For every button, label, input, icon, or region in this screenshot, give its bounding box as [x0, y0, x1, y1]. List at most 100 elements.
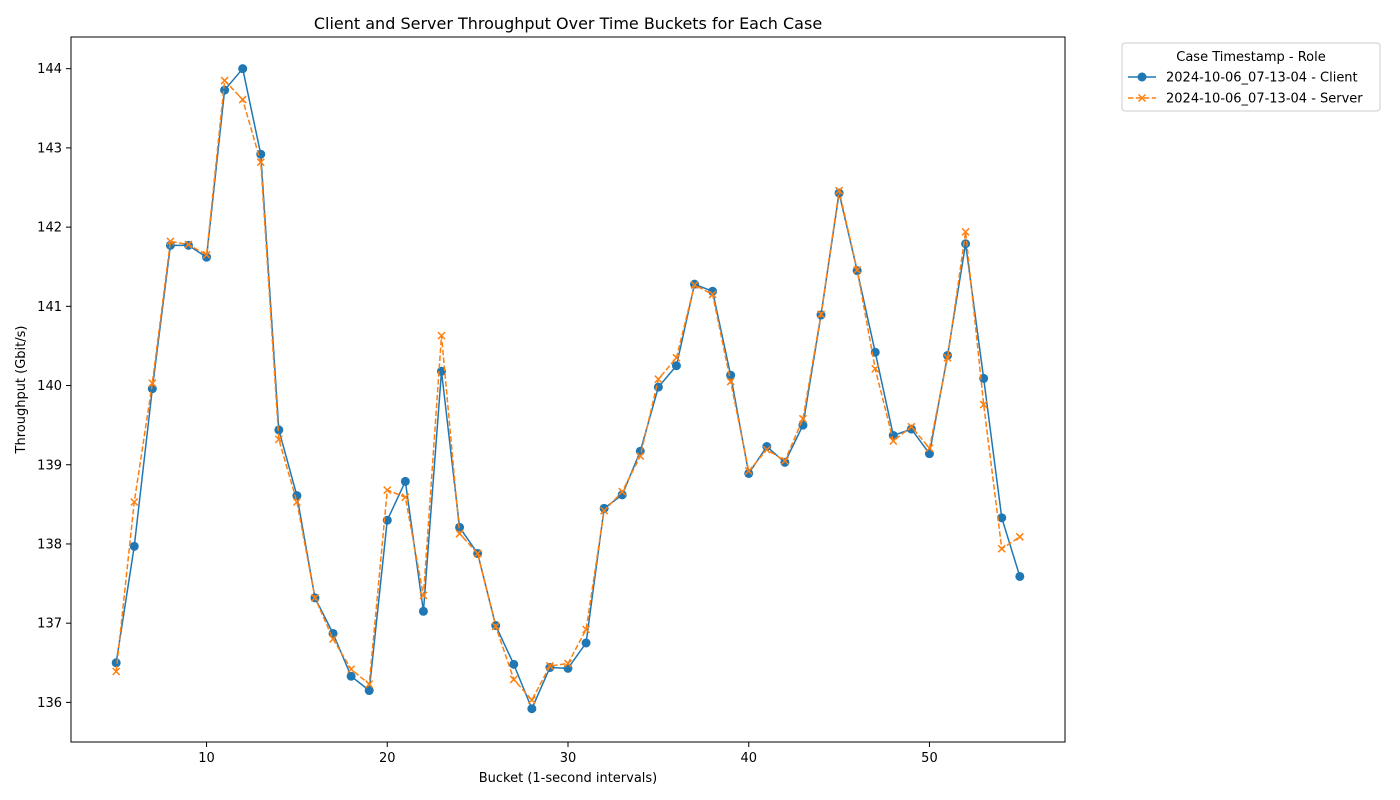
data-point	[581, 638, 591, 648]
data-point	[166, 237, 175, 246]
data-point	[853, 265, 862, 274]
data-point	[961, 227, 970, 236]
data-point	[545, 661, 554, 670]
data-point	[220, 76, 229, 85]
chart-title: Client and Server Throughput Over Time B…	[314, 14, 822, 33]
data-point	[220, 85, 230, 95]
data-point	[636, 452, 645, 461]
data-point	[112, 667, 121, 676]
y-tick-label: 143	[37, 141, 62, 156]
data-point	[383, 486, 392, 495]
data-point	[419, 591, 428, 600]
x-tick-label: 10	[198, 751, 215, 766]
y-tick-label: 136	[37, 696, 62, 711]
data-point	[708, 290, 717, 299]
data-point	[816, 310, 826, 319]
data-point	[726, 377, 735, 386]
data-point	[184, 240, 193, 249]
data-point	[671, 361, 681, 371]
series-x	[112, 76, 1024, 705]
x-axis: 10 20 30 40 50	[198, 742, 938, 766]
data-point	[618, 487, 627, 496]
legend-title: Case Timestamp - Role	[1176, 50, 1325, 65]
data-point	[979, 400, 988, 409]
data-point	[202, 250, 211, 259]
data-point	[780, 457, 790, 467]
data-point	[635, 446, 645, 456]
legend-swatch-marker	[1137, 93, 1147, 103]
data-point	[473, 549, 482, 558]
data-point	[401, 493, 410, 502]
legend-frame	[1121, 42, 1381, 112]
data-point	[238, 64, 248, 74]
y-tick-label: 144	[37, 62, 62, 77]
y-tick-label: 141	[37, 300, 62, 315]
y-tick-label: 140	[37, 379, 62, 394]
data-point	[527, 695, 536, 705]
x-tick-label: 30	[560, 751, 577, 766]
data-point	[961, 239, 971, 249]
data-point	[292, 497, 301, 507]
x-tick-label: 20	[379, 751, 396, 766]
data-point	[906, 424, 916, 434]
data-point	[762, 442, 772, 452]
data-point	[400, 476, 410, 486]
data-point	[600, 506, 609, 515]
data-point	[509, 675, 518, 684]
data-point	[889, 436, 898, 446]
data-point	[310, 593, 320, 602]
data-point	[148, 379, 157, 388]
data-point	[871, 364, 880, 373]
data-point	[943, 353, 952, 362]
series-layer	[111, 64, 1025, 714]
data-point	[654, 375, 663, 384]
data-point	[563, 659, 573, 668]
data-point	[364, 686, 374, 696]
data-point	[329, 634, 338, 644]
legend-entry-label: 2024-10-06_07-13-04 - Server	[1166, 92, 1363, 107]
data-point	[347, 665, 356, 674]
data-point	[925, 444, 934, 453]
data-point	[563, 663, 573, 673]
y-axis: 136 137 138 139 140 141 142 143 144	[37, 62, 71, 711]
legend: Case Timestamp - Role 2024-10-06_07-13-0…	[1121, 42, 1381, 112]
y-tick-label: 137	[37, 617, 62, 632]
data-point	[256, 158, 265, 167]
data-point	[130, 497, 139, 507]
data-point	[238, 95, 247, 104]
y-tick-label: 142	[37, 221, 62, 236]
data-point	[274, 435, 283, 444]
legend-entry-label: 2024-10-06_07-13-04 - Client	[1166, 71, 1358, 86]
data-point	[835, 186, 844, 195]
data-point	[744, 467, 753, 476]
y-tick-label: 139	[37, 458, 62, 473]
data-point	[780, 456, 789, 465]
x-axis-label: Bucket (1-second intervals)	[479, 771, 658, 786]
data-point	[437, 331, 446, 340]
data-point	[599, 503, 609, 513]
data-point	[202, 252, 212, 262]
data-point	[997, 513, 1007, 523]
data-point	[798, 414, 807, 423]
data-point	[509, 659, 519, 669]
data-point	[346, 671, 356, 681]
data-point	[708, 286, 718, 296]
data-point	[365, 680, 374, 689]
data-point	[418, 606, 428, 616]
data-point	[292, 491, 302, 501]
data-point	[582, 625, 591, 634]
data-point	[111, 658, 121, 668]
data-point	[997, 544, 1006, 553]
data-point	[1015, 532, 1024, 541]
data-point	[1015, 571, 1025, 581]
data-point	[129, 541, 139, 551]
legend-swatch-marker	[1137, 72, 1147, 82]
plot-area	[70, 36, 1066, 743]
data-point	[527, 704, 537, 714]
x-tick-label: 40	[740, 751, 757, 766]
data-point	[744, 468, 754, 478]
y-axis-label: Throughput (Gbit/s)	[14, 326, 29, 455]
x-tick-label: 50	[921, 751, 938, 766]
data-point	[455, 529, 464, 538]
y-tick-label: 138	[37, 537, 62, 552]
